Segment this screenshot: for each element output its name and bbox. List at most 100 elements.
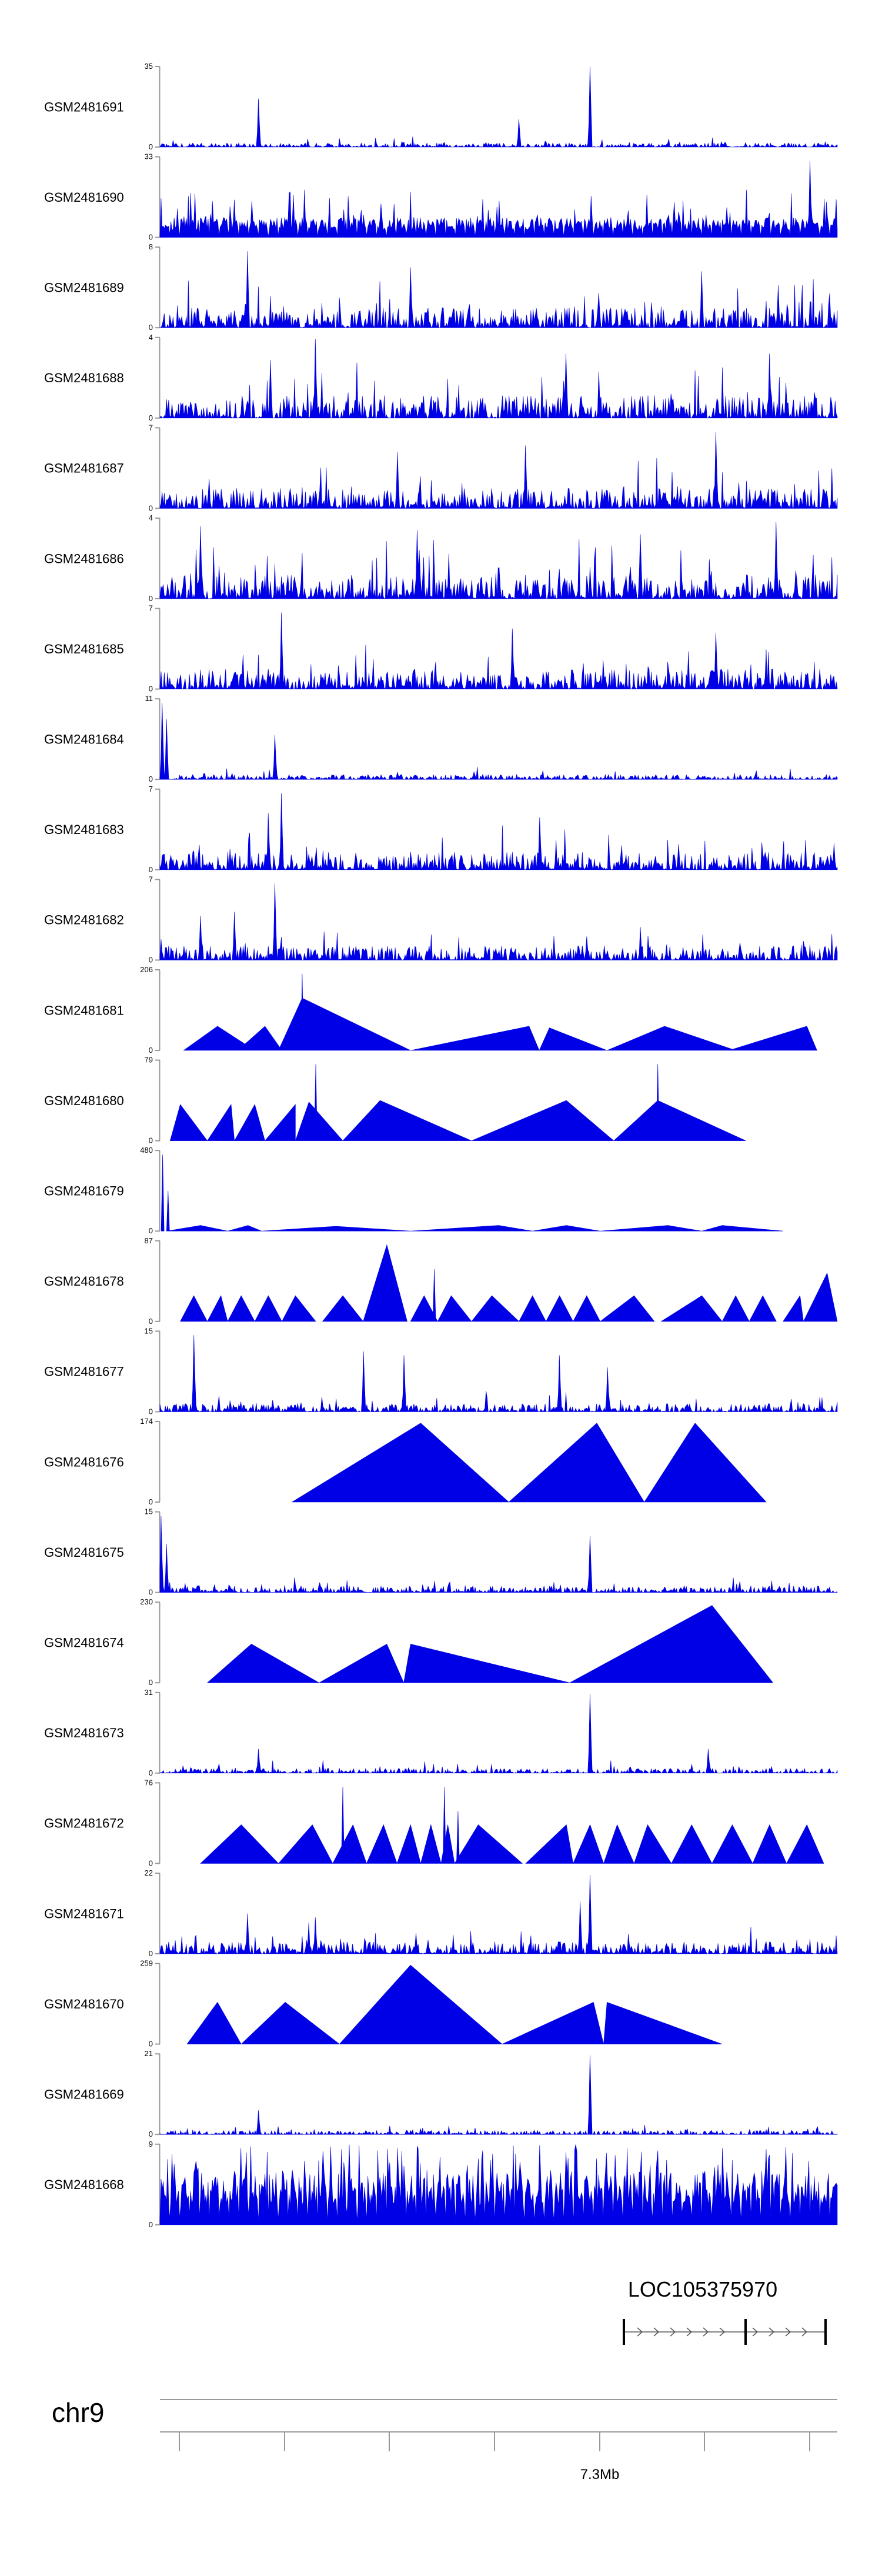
chromosome-axis: chr9 7.3Mb — [52, 2397, 837, 2482]
signal-area — [291, 1423, 767, 1503]
y-min-label: 0 — [149, 1949, 153, 1958]
track-GSM2481681: GSM2481681 206 0 — [44, 965, 817, 1055]
signal-area — [169, 1064, 746, 1141]
y-max-label: 79 — [145, 1056, 153, 1065]
y-max-label: 31 — [145, 1688, 153, 1697]
y-min-label: 0 — [149, 503, 153, 512]
gene-label: LOC105375970 — [628, 2277, 777, 2301]
track-GSM2481670: GSM2481670 259 0 — [44, 1959, 723, 2048]
strand-arrow — [752, 2327, 759, 2337]
y-min-label: 0 — [149, 1317, 153, 1326]
signal-area — [159, 1335, 838, 1413]
y-max-label: 76 — [145, 1778, 153, 1787]
signal-area — [159, 1516, 838, 1593]
y-max-label: 7 — [149, 604, 153, 613]
track-GSM2481672: GSM2481672 76 0 — [44, 1778, 824, 1867]
track-label: GSM2481683 — [44, 822, 124, 837]
y-min-label: 0 — [149, 1226, 153, 1235]
y-min-label: 0 — [149, 413, 153, 422]
y-min-label: 0 — [149, 1046, 153, 1055]
signal-area — [159, 432, 838, 509]
track-label: GSM2481672 — [44, 1816, 124, 1831]
strand-arrow — [686, 2327, 693, 2337]
signal-area — [159, 251, 838, 329]
track-label: GSM2481670 — [44, 1997, 124, 2011]
track-label: GSM2481674 — [44, 1636, 124, 1650]
track-label: GSM2481691 — [44, 99, 124, 114]
track-label: GSM2481676 — [44, 1454, 124, 1469]
signal-area — [186, 1964, 723, 2044]
track-label: GSM2481690 — [44, 190, 124, 205]
track-label: GSM2481675 — [44, 1545, 124, 1560]
track-GSM2481688: GSM2481688 4 0 — [44, 333, 838, 422]
chromosome-label: chr9 — [52, 2397, 104, 2428]
strand-arrow — [801, 2327, 808, 2337]
strand-arrow — [769, 2327, 775, 2337]
y-max-label: 87 — [145, 1236, 153, 1245]
y-min-label: 0 — [149, 1407, 153, 1416]
signal-area — [159, 2144, 838, 2225]
y-min-label: 0 — [149, 1136, 153, 1145]
y-max-label: 11 — [145, 694, 153, 703]
track-label: GSM2481680 — [44, 1093, 124, 1108]
y-min-label: 0 — [149, 1858, 153, 1867]
track-label: GSM2481673 — [44, 1726, 124, 1740]
track-label: GSM2481682 — [44, 913, 124, 927]
y-max-label: 8 — [149, 242, 153, 251]
y-min-label: 0 — [149, 2130, 153, 2138]
y-max-label: 4 — [149, 333, 153, 342]
y-max-label: 480 — [140, 1146, 153, 1154]
strand-arrow — [653, 2327, 660, 2337]
y-min-label: 0 — [149, 775, 153, 783]
track-GSM2481691: GSM2481691 35 0 — [44, 62, 838, 151]
track-GSM2481690: GSM2481690 33 0 — [44, 152, 838, 242]
y-max-label: 174 — [140, 1417, 153, 1426]
strand-arrow — [703, 2327, 709, 2337]
strand-arrow — [785, 2327, 791, 2337]
track-GSM2481674: GSM2481674 230 0 — [44, 1597, 774, 1687]
track-label: GSM2481678 — [44, 1274, 124, 1289]
y-min-label: 0 — [149, 233, 153, 242]
signal-area — [159, 793, 838, 870]
signal-area — [159, 1874, 838, 1955]
y-max-label: 4 — [149, 513, 153, 522]
y-min-label: 0 — [149, 323, 153, 332]
y-max-label: 21 — [145, 2049, 153, 2058]
signal-area — [159, 702, 838, 780]
signal-area — [161, 1154, 783, 1232]
y-min-label: 0 — [149, 1769, 153, 1777]
signal-area — [159, 522, 838, 600]
y-min-label: 0 — [149, 1588, 153, 1597]
y-max-label: 206 — [140, 965, 153, 974]
y-max-label: 15 — [145, 1326, 153, 1335]
y-min-label: 0 — [149, 1497, 153, 1506]
y-max-label: 230 — [140, 1597, 153, 1606]
signal-area — [200, 1787, 824, 1864]
track-GSM2481669: GSM2481669 21 0 — [44, 2049, 838, 2138]
track-GSM2481687: GSM2481687 7 0 — [44, 423, 838, 512]
track-GSM2481686: GSM2481686 4 0 — [44, 513, 838, 603]
signal-area — [159, 339, 838, 419]
track-GSM2481676: GSM2481676 174 0 — [44, 1417, 767, 1506]
y-max-label: 7 — [149, 875, 153, 883]
track-label: GSM2481677 — [44, 1364, 124, 1379]
track-label: GSM2481671 — [44, 1906, 124, 1921]
track-GSM2481680: GSM2481680 79 0 — [44, 1056, 746, 1145]
signal-area — [180, 1244, 838, 1322]
y-min-label: 0 — [149, 2220, 153, 2229]
track-GSM2481689: GSM2481689 8 0 — [44, 242, 838, 332]
y-min-label: 0 — [149, 955, 153, 964]
signal-area — [159, 883, 838, 961]
gene-model: LOC105375970 — [623, 2277, 827, 2345]
signal-area — [159, 612, 838, 690]
y-max-label: 35 — [145, 62, 153, 71]
signal-area — [159, 66, 838, 148]
track-GSM2481683: GSM2481683 7 0 — [44, 785, 838, 874]
y-max-label: 259 — [140, 1959, 153, 1968]
track-GSM2481671: GSM2481671 22 0 — [44, 1868, 838, 1958]
signal-area — [159, 161, 838, 238]
y-max-label: 9 — [149, 2140, 153, 2148]
y-min-label: 0 — [149, 594, 153, 603]
